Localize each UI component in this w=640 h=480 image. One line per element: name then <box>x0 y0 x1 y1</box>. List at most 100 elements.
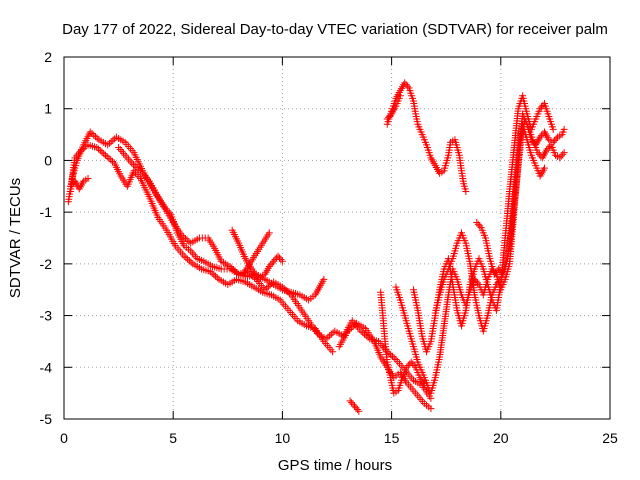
data-point <box>212 272 220 280</box>
data-point <box>407 358 415 366</box>
data-point <box>190 251 198 259</box>
data-point <box>129 161 137 169</box>
data-point <box>326 332 334 340</box>
data-point <box>560 125 568 133</box>
data-point <box>329 348 337 356</box>
data-point <box>268 259 276 267</box>
y-tick-label: -5 <box>40 411 53 427</box>
data-point <box>277 256 285 264</box>
series-track-h <box>346 397 363 415</box>
data-point <box>128 159 136 167</box>
y-tick-label: 1 <box>44 101 52 117</box>
data-point <box>103 153 111 161</box>
data-point <box>410 362 418 370</box>
data-point <box>206 268 214 276</box>
x-tick-label: 10 <box>275 430 291 446</box>
data-point <box>396 92 404 100</box>
data-point <box>93 134 101 142</box>
series-track-f <box>239 229 273 278</box>
data-point <box>266 281 274 289</box>
series-track-c <box>67 175 92 193</box>
plot-frame <box>63 56 611 420</box>
series-track-j <box>392 110 568 397</box>
data-point <box>184 255 192 263</box>
data-point <box>560 149 568 157</box>
data-point <box>361 330 369 338</box>
data-point <box>124 155 132 163</box>
data-point <box>95 145 103 153</box>
data-point <box>188 249 196 257</box>
data-point <box>135 165 143 173</box>
data-point <box>383 115 391 123</box>
data-point <box>544 144 552 152</box>
data-point <box>549 125 557 133</box>
data-point <box>116 145 124 153</box>
data-point <box>265 262 273 270</box>
series-track-e <box>228 226 286 283</box>
data-point <box>388 352 396 360</box>
data-point <box>133 164 141 172</box>
data-point <box>536 133 544 141</box>
data-point <box>494 279 502 287</box>
data-point <box>107 156 115 164</box>
data-point <box>105 139 113 147</box>
data-point <box>346 326 354 334</box>
data-point <box>403 363 411 371</box>
data-point <box>131 162 139 170</box>
data-point <box>402 81 410 89</box>
data-point <box>540 164 548 172</box>
data-point <box>496 267 504 275</box>
data-point <box>90 131 98 139</box>
x-tick-label: 15 <box>384 430 400 446</box>
data-point <box>390 354 398 362</box>
data-point <box>474 220 482 228</box>
chart-title: Day 177 of 2022, Sidereal Day-to-day VTE… <box>62 21 608 38</box>
data-point <box>476 222 484 230</box>
data-point <box>267 261 275 269</box>
data-point <box>181 235 189 243</box>
data-point <box>101 151 109 159</box>
data-point <box>133 171 141 179</box>
y-tick-label: -4 <box>40 359 53 375</box>
grid <box>64 57 610 419</box>
data-point <box>93 144 101 151</box>
y-tick-label: -3 <box>40 308 53 324</box>
series-track-n <box>383 79 470 195</box>
y-tick-label: -1 <box>40 204 53 220</box>
data-point <box>401 79 409 87</box>
data-point <box>557 152 565 160</box>
data-point <box>213 274 221 282</box>
data-point <box>264 283 272 291</box>
data-point <box>187 258 195 266</box>
data-point <box>84 175 92 183</box>
data-point <box>180 252 188 260</box>
series-track-k <box>409 92 557 356</box>
data-point <box>108 157 116 165</box>
data-point <box>556 154 564 162</box>
data-point <box>185 257 193 265</box>
data-point <box>231 267 239 275</box>
series-track-g <box>335 319 435 413</box>
data-point <box>355 407 363 415</box>
data-point <box>88 130 96 138</box>
data-marks <box>64 79 568 415</box>
data-point <box>104 141 112 149</box>
data-point <box>182 254 190 262</box>
y-tick-label: -2 <box>40 256 53 272</box>
data-point <box>536 105 544 113</box>
data-point <box>120 149 128 157</box>
series-track-o <box>383 92 404 123</box>
data-point <box>552 135 560 143</box>
data-point <box>352 404 360 412</box>
data-point <box>386 112 394 120</box>
data-point <box>348 399 356 407</box>
data-point <box>495 277 503 285</box>
data-point <box>385 113 393 121</box>
data-point <box>275 254 283 262</box>
data-point <box>109 136 117 144</box>
axis-ticks <box>63 56 611 420</box>
data-point <box>344 327 352 335</box>
x-tick-label: 5 <box>169 430 177 446</box>
data-point <box>96 147 104 155</box>
data-point <box>210 271 218 279</box>
